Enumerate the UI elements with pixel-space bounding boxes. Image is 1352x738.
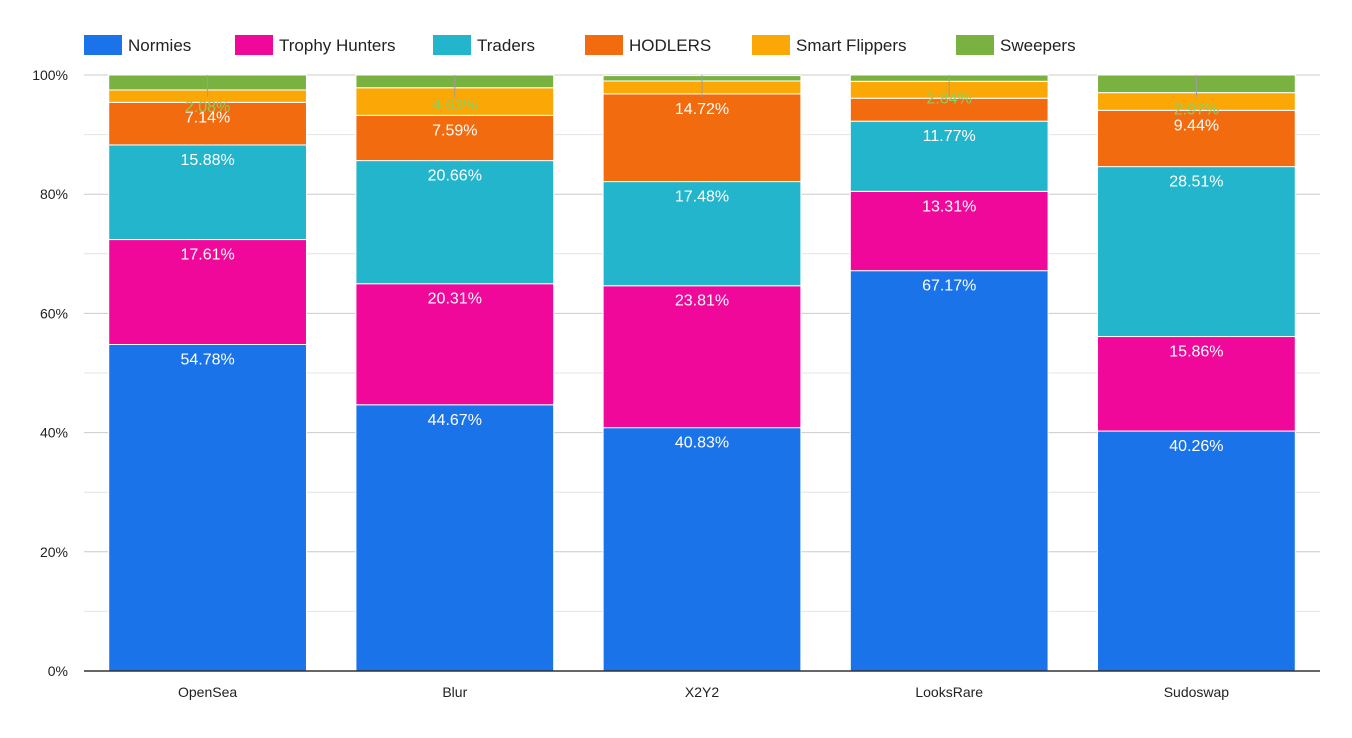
- bar-segment-traders: [849, 120, 1049, 192]
- bar-segment-traders: [602, 181, 802, 287]
- legend-label-sweepers: Sweepers: [1000, 36, 1076, 55]
- data-labels: 54.78% 17.61% 15.88% 7.14%2.08% 44.67% 20.31%…: [180, 75, 1224, 455]
- data-label: 40.83%: [675, 435, 729, 452]
- data-label: 54.78%: [180, 352, 234, 369]
- axes: 0% 20% 40% 60% 80% 100% OpenSea Blur X2Y2 LooksRa…: [32, 67, 1320, 700]
- data-label: 15.88%: [180, 152, 234, 169]
- bar-segment-traders: [1097, 166, 1296, 338]
- data-label: 17.61%: [180, 247, 234, 264]
- data-label: 44.67%: [428, 412, 482, 429]
- y-tick-label: 80%: [40, 186, 68, 202]
- bar-segment-traders: [355, 160, 555, 285]
- data-label: 20.31%: [428, 291, 482, 308]
- data-label: 7.59%: [432, 122, 477, 139]
- bar-segment-normies: [602, 427, 802, 672]
- bar-segment-hodlers: [355, 114, 555, 162]
- data-label: 15.86%: [1169, 344, 1223, 361]
- data-label: 7.14%: [185, 109, 230, 126]
- legend-swatch-trophy-hunters: [235, 35, 273, 55]
- legend-label-normies: Normies: [128, 36, 191, 55]
- y-tick-label: 0%: [48, 663, 68, 679]
- bar-segment-hodlers: [1097, 109, 1296, 168]
- bar-segment-normies: [849, 270, 1049, 672]
- x-tick-label: Blur: [442, 684, 467, 700]
- legend-swatch-sweepers: [956, 35, 994, 55]
- data-label: 14.72%: [675, 101, 729, 118]
- y-tick-label: 100%: [32, 67, 68, 83]
- x-tick-label: X2Y2: [685, 684, 719, 700]
- y-tick-label: 20%: [40, 544, 68, 560]
- bar-segment-trophy-hunters: [602, 285, 802, 429]
- x-tick-label: LooksRare: [915, 684, 983, 700]
- data-label: 11.77%: [923, 128, 976, 145]
- data-label: 13.31%: [922, 198, 976, 215]
- y-tick-label: 60%: [40, 305, 68, 321]
- bar-segment-hodlers: [602, 93, 802, 183]
- data-label: 17.48%: [675, 189, 729, 206]
- legend-label-smart-flippers: Smart Flippers: [796, 36, 907, 55]
- data-label: 67.17%: [922, 278, 976, 295]
- bars: [108, 74, 1296, 672]
- bar-segment-normies: [355, 404, 555, 672]
- bar-segment-normies: [1097, 430, 1296, 672]
- data-label: 20.66%: [428, 168, 482, 185]
- bar-segment-trophy-hunters: [849, 190, 1049, 272]
- legend-swatch-traders: [433, 35, 471, 55]
- data-label: 23.81%: [675, 293, 729, 310]
- data-label: 2.97%: [1174, 102, 1219, 119]
- data-label: 2.84%: [927, 90, 972, 107]
- x-tick-label: Sudoswap: [1164, 684, 1230, 700]
- legend-label-trophy-hunters: Trophy Hunters: [279, 36, 396, 55]
- legend-swatch-normies: [84, 35, 122, 55]
- legend-swatch-smart-flippers: [752, 35, 790, 55]
- y-tick-label: 40%: [40, 425, 68, 441]
- legend-label-traders: Traders: [477, 36, 535, 55]
- legend-swatch-hodlers: [585, 35, 623, 55]
- data-label: 4.63%: [432, 97, 477, 114]
- legend: Normies Trophy Hunters Traders HODLERS Smart…: [84, 35, 1076, 55]
- bar-segment-trophy-hunters: [1097, 336, 1296, 432]
- bar-segment-trophy-hunters: [355, 283, 555, 406]
- bar-segment-normies: [108, 344, 307, 672]
- data-label: 40.26%: [1169, 438, 1223, 455]
- x-tick-label: OpenSea: [178, 684, 237, 700]
- data-label: 2.08%: [185, 99, 230, 116]
- data-label: 28.51%: [1169, 174, 1223, 191]
- bar-segment-hodlers: [108, 101, 307, 146]
- legend-label-hodlers: HODLERS: [629, 36, 711, 55]
- bar-segment-traders: [108, 144, 307, 241]
- data-label: 9.44%: [1174, 117, 1219, 134]
